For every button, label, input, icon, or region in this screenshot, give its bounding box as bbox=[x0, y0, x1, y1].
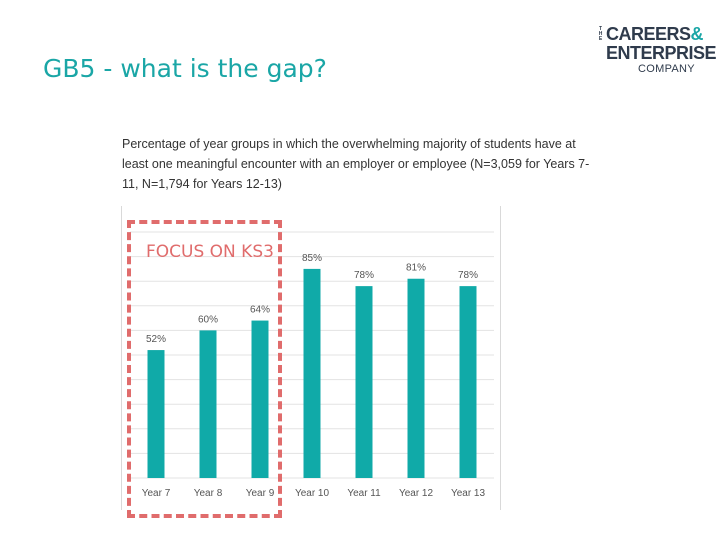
logo-ampersand: & bbox=[690, 24, 704, 44]
data-label: 64% bbox=[250, 305, 270, 316]
logo-line-1: CAREERS& bbox=[606, 25, 703, 43]
logo-careers: CAREERS bbox=[606, 24, 691, 44]
data-label: 60% bbox=[198, 314, 218, 325]
bar-chart: 52% Year 7 60% Year 8 64% Year 9 85% Year 10 78%… bbox=[130, 231, 494, 499]
focus-highlight-box bbox=[127, 220, 282, 518]
bar-year-13 bbox=[459, 286, 477, 478]
bar-year-10 bbox=[303, 268, 321, 478]
bar-year-8 bbox=[199, 330, 217, 478]
bar-year-7 bbox=[147, 350, 165, 478]
focus-label: FOCUS ON KS3 bbox=[146, 242, 274, 262]
x-tick-label: Year 12 bbox=[399, 488, 434, 499]
bar-year-11 bbox=[355, 286, 373, 478]
data-label: 81% bbox=[406, 263, 426, 274]
bar-year-12 bbox=[407, 278, 425, 478]
x-tick-label: Year 9 bbox=[246, 488, 275, 499]
chart-title: Percentage of year groups in which the o… bbox=[122, 137, 590, 191]
bar-year-9 bbox=[251, 320, 269, 478]
data-label: 85% bbox=[302, 253, 322, 264]
x-tick-label: Year 11 bbox=[347, 488, 381, 499]
logo-line-2: ENTERPRISE bbox=[606, 43, 717, 63]
chart-area: 52% Year 7 60% Year 8 64% Year 9 85% Year 10 78%… bbox=[121, 206, 501, 510]
data-label: 52% bbox=[146, 334, 166, 345]
logo-line-3: COMPANY bbox=[638, 63, 695, 75]
x-tick-label: Year 7 bbox=[142, 488, 171, 499]
slide-title: GB5 - what is the gap? bbox=[43, 54, 327, 83]
x-tick-label: Year 13 bbox=[451, 488, 486, 499]
x-tick-label: Year 8 bbox=[194, 488, 223, 499]
x-tick-label: Year 10 bbox=[295, 488, 330, 499]
data-label: 78% bbox=[458, 270, 478, 281]
data-label: 78% bbox=[354, 270, 374, 281]
